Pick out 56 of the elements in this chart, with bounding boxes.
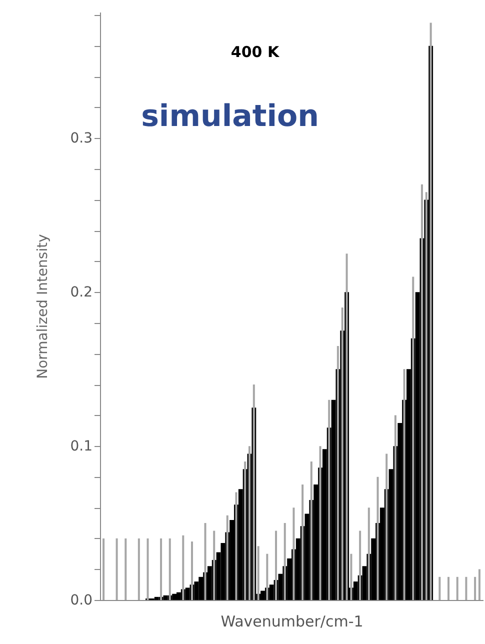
bar (350, 554, 352, 600)
bar (425, 192, 428, 600)
bar (168, 538, 171, 600)
bar (252, 384, 255, 600)
bar (465, 576, 468, 600)
bar (160, 538, 162, 600)
y-tick-label: 0.0 (70, 592, 92, 608)
bar (341, 308, 344, 600)
bar (328, 400, 330, 600)
bar (403, 369, 406, 600)
bar (386, 454, 388, 600)
bar (319, 446, 322, 600)
bar (336, 346, 339, 600)
bar (235, 492, 238, 600)
y-tick-label: 0.3 (70, 130, 92, 147)
bar (182, 535, 184, 600)
bar (448, 576, 450, 600)
bar (346, 254, 348, 600)
bar (266, 554, 268, 600)
bar (124, 538, 127, 600)
x-axis-title: Wavenumber/cm-1 (220, 612, 364, 630)
bar (146, 538, 149, 600)
bar (204, 523, 206, 600)
bar (275, 530, 278, 600)
bar (420, 184, 423, 600)
bar (244, 461, 246, 600)
bar (284, 523, 286, 600)
bar (310, 461, 312, 600)
bar (163, 595, 168, 600)
bar (154, 596, 159, 600)
bar (359, 530, 362, 600)
bar (478, 569, 480, 600)
bar (138, 538, 140, 600)
bar (248, 446, 250, 600)
bar (456, 576, 458, 600)
bar (430, 22, 432, 600)
bar (185, 588, 190, 600)
bar (438, 576, 441, 600)
bar (116, 538, 118, 600)
bar (302, 484, 304, 600)
bar (257, 546, 260, 600)
y-tick-label: 0.2 (70, 284, 92, 301)
bar (474, 576, 476, 600)
annotation: 400 K (230, 43, 280, 61)
bar (412, 276, 414, 600)
y-axis-title: Normalized Intensity (35, 234, 52, 379)
bar (190, 542, 193, 600)
bar (226, 515, 228, 600)
y-tick-label: 0.1 (70, 438, 92, 455)
bar (102, 538, 105, 600)
bar (376, 476, 379, 600)
bar (394, 415, 396, 600)
bar (292, 508, 295, 600)
annotation: simulation (141, 99, 319, 134)
bar (213, 530, 216, 600)
bar (368, 508, 370, 600)
